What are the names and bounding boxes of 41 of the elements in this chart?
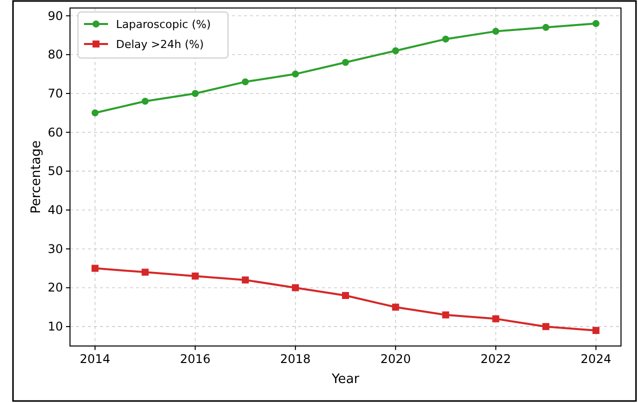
y-tick-label: 10 bbox=[48, 320, 63, 334]
x-tick-label: 2020 bbox=[380, 352, 411, 366]
y-tick-label: 90 bbox=[48, 8, 63, 23]
y-tick-label: 70 bbox=[48, 86, 63, 100]
legend-label: Delay >24h (%) bbox=[116, 38, 204, 51]
point bbox=[392, 47, 400, 54]
x-tick-label: 2014 bbox=[80, 352, 110, 366]
point bbox=[292, 284, 299, 292]
point bbox=[492, 28, 500, 35]
y-axis-title: Percentage bbox=[29, 140, 44, 214]
point bbox=[242, 78, 249, 86]
point bbox=[142, 98, 149, 105]
x-tick-label: 2022 bbox=[480, 352, 512, 366]
x-tick-label: 2024 bbox=[580, 352, 612, 366]
point bbox=[342, 58, 349, 66]
point bbox=[592, 20, 600, 28]
point bbox=[142, 268, 149, 276]
point bbox=[542, 24, 550, 31]
point bbox=[442, 311, 450, 318]
point bbox=[292, 70, 299, 78]
point bbox=[92, 264, 99, 272]
point bbox=[192, 90, 199, 97]
y-tick-label: 30 bbox=[48, 242, 63, 256]
point bbox=[392, 304, 400, 311]
legend-label: Laparoscopic (%) bbox=[116, 18, 211, 31]
point bbox=[492, 315, 500, 322]
point bbox=[242, 276, 249, 284]
point bbox=[442, 36, 450, 43]
x-tick-label: 2018 bbox=[280, 352, 311, 366]
y-tick-label: 20 bbox=[48, 280, 63, 295]
y-tick-label: 60 bbox=[48, 125, 63, 140]
point bbox=[342, 292, 349, 299]
x-axis-title: Year bbox=[330, 372, 360, 387]
point bbox=[192, 272, 199, 280]
y-tick-label: 80 bbox=[48, 48, 63, 62]
y-tick-label: 50 bbox=[48, 164, 63, 178]
x-tick-label: 2016 bbox=[180, 352, 210, 366]
point bbox=[542, 323, 550, 330]
y-tick-label: 40 bbox=[48, 203, 63, 218]
point bbox=[592, 326, 600, 334]
point bbox=[92, 109, 99, 116]
